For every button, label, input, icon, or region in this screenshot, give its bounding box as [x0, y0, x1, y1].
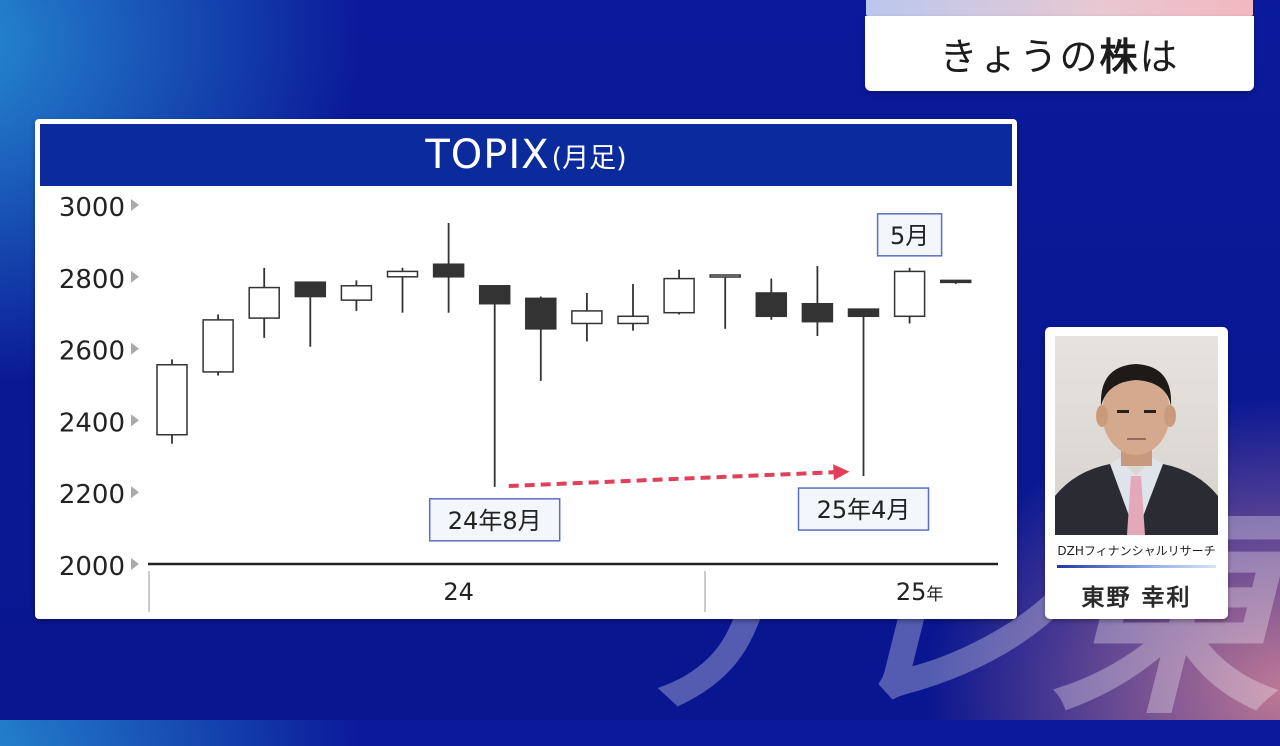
- trend-arrow-line: [508, 470, 840, 488]
- candle-body: [202, 319, 234, 373]
- annotation-box: [876, 213, 943, 257]
- y-tick-arrow-icon: [131, 342, 139, 355]
- y-tick-arrow-icon: [131, 270, 139, 283]
- candle-body: [893, 270, 926, 318]
- y-tick-arrow-icon: [131, 558, 139, 570]
- commentator-company: DZHフィナンシャルリサーチ: [1057, 544, 1216, 558]
- annotation-label: 24年8月: [448, 507, 542, 535]
- y-tick-label: 2000: [59, 552, 125, 582]
- candle-body: [340, 285, 373, 301]
- y-tick-label: 2800: [59, 265, 125, 295]
- commentator-card: DZHフィナンシャルリサーチ 東野 幸利: [1045, 327, 1228, 619]
- y-tick-arrow-icon: [131, 199, 139, 211]
- annotation-label: 5月: [890, 222, 929, 250]
- candle-body: [294, 281, 327, 298]
- candle-body: [478, 285, 511, 305]
- candle-body: [525, 297, 557, 330]
- candle-body: [709, 274, 741, 278]
- candle-body: [939, 279, 972, 284]
- y-tick-label: 2200: [59, 480, 125, 510]
- segment-title: きょうの株は: [939, 35, 1180, 79]
- chart-panel: 3000 2800 2600 2400 2200 2000 24 25年 24年8月 25年4月 5…: [35, 119, 1017, 619]
- person-portrait-icon: [1055, 364, 1218, 535]
- annotation-box: [797, 487, 930, 531]
- name-divider: [1057, 565, 1216, 568]
- candle-body: [571, 310, 603, 325]
- header-accent-bar: [866, 0, 1253, 16]
- candle-body: [663, 277, 695, 314]
- candle-body: [847, 308, 880, 318]
- candlestick-chart: 3000 2800 2600 2400 2200 2000 24 25年 24年8月 25年4月 5…: [59, 193, 998, 612]
- chart-title-bar: TOPIX (月足): [40, 124, 1012, 186]
- candle-body: [617, 315, 649, 325]
- candle-body: [156, 364, 188, 436]
- candle-body: [755, 292, 788, 318]
- y-tick-label: 3000: [59, 193, 125, 223]
- candle-body: [432, 263, 465, 278]
- x-tick-label: 24: [443, 578, 474, 606]
- candle-body: [386, 270, 419, 278]
- y-tick-arrow-icon: [131, 414, 139, 427]
- trend-arrowhead-icon: [833, 464, 850, 481]
- annotation-label: 25年4月: [817, 496, 911, 524]
- candle-body: [801, 302, 834, 323]
- chart-title: TOPIX: [425, 132, 550, 178]
- y-tick-label: 2600: [59, 337, 125, 367]
- chart-title-suffix: (月足): [551, 142, 627, 174]
- x-tick-label: 25年: [896, 578, 944, 606]
- commentator-photo: [1055, 336, 1218, 535]
- segment-title-box: きょうの株は: [865, 16, 1254, 91]
- annotation-box: [428, 498, 561, 542]
- candle-body: [248, 286, 280, 319]
- commentator-name: 東野 幸利: [1081, 585, 1192, 611]
- y-tick-arrow-icon: [131, 486, 139, 499]
- y-tick-label: 2400: [59, 408, 125, 438]
